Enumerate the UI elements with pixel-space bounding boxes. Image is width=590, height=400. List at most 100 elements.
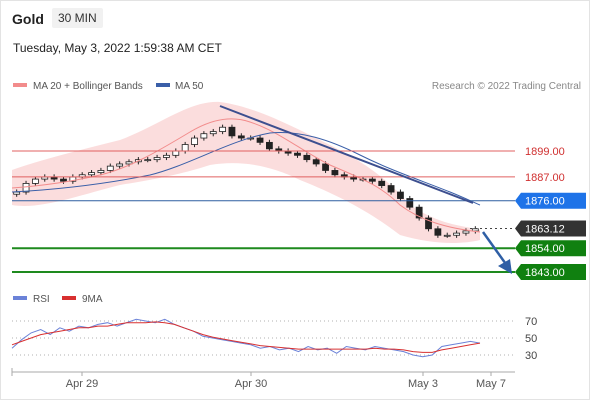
candle-body xyxy=(443,234,451,237)
candle xyxy=(191,135,198,148)
candle xyxy=(434,226,442,238)
candle xyxy=(256,135,264,145)
candle xyxy=(219,124,226,135)
rsi-legend-label: RSI xyxy=(33,294,50,305)
candle xyxy=(237,133,245,141)
chart-datetime: Tuesday, May 3, 2022 1:59:38 AM CET xyxy=(13,41,222,55)
candle-body xyxy=(387,185,395,193)
candle xyxy=(97,167,105,176)
candle xyxy=(425,215,432,232)
ma50-legend-swatch xyxy=(156,83,170,87)
timeframe-badge[interactable]: 30 MIN xyxy=(52,8,103,28)
candle-body xyxy=(97,170,105,174)
price-levels: 1899.00 1887.00 1876.00 1863.12 1854.00 1843.… xyxy=(12,146,586,280)
candle-body xyxy=(256,137,264,143)
candle-body xyxy=(425,217,432,230)
level-badge-label: 1843.00 xyxy=(525,267,565,279)
candle-body xyxy=(200,133,208,139)
candle-body xyxy=(116,163,124,167)
candle xyxy=(322,161,329,174)
candle xyxy=(453,230,460,238)
candle xyxy=(116,161,124,169)
candle xyxy=(378,178,386,189)
x-tick-label: Apr 30 xyxy=(235,378,267,390)
level-badge xyxy=(515,220,586,237)
rsi-level-label: 50 xyxy=(525,333,537,345)
candle xyxy=(406,195,414,210)
level-badge-label: 1854.00 xyxy=(525,243,565,255)
candle-body xyxy=(368,178,376,182)
level-resistance: 1899.00 xyxy=(12,146,565,158)
candle-body xyxy=(125,161,133,165)
candle xyxy=(106,163,114,174)
candle-body xyxy=(312,159,320,165)
candle-body xyxy=(294,152,301,156)
candle-body xyxy=(32,178,39,184)
candle-body xyxy=(172,150,180,156)
candle-body xyxy=(191,137,198,145)
candle xyxy=(312,157,320,167)
candle xyxy=(266,139,273,152)
rsi-legend-swatch xyxy=(13,296,27,300)
candle xyxy=(415,204,423,221)
symbol-title: Gold xyxy=(12,11,44,27)
level-badge xyxy=(515,192,586,209)
candle-body xyxy=(415,206,423,219)
level-support: 1854.00 xyxy=(12,240,586,257)
candle-body xyxy=(22,183,30,193)
level-resistance: 1887.00 xyxy=(12,172,565,184)
projection-arrow-line xyxy=(481,231,510,268)
candle-body xyxy=(453,232,460,236)
candle xyxy=(294,150,301,158)
candle-body xyxy=(106,165,114,171)
copyright-text: Research © 2022 Trading Central xyxy=(432,81,581,92)
bollinger-legend-label: MA 20 + Bollinger Bands xyxy=(33,81,143,92)
level-pivot: 1876.00 xyxy=(12,192,586,209)
rsi-level-lines: 70 50 30 xyxy=(12,316,537,362)
resistance-label: 1887.00 xyxy=(525,172,565,184)
trend-line xyxy=(219,105,474,204)
candle-body xyxy=(406,198,414,208)
candle xyxy=(331,167,339,178)
bollinger-band-area xyxy=(12,101,480,243)
ma20-line xyxy=(11,118,481,233)
candle-body xyxy=(60,178,67,182)
candle-body xyxy=(88,172,95,176)
rsi-ma-line xyxy=(11,321,481,353)
candle xyxy=(368,176,376,184)
candle-body xyxy=(322,163,329,171)
candle xyxy=(153,154,161,163)
candle-body xyxy=(266,141,273,150)
candle-body xyxy=(471,228,479,232)
x-tick-label: Apr 29 xyxy=(66,378,98,390)
candle xyxy=(32,176,39,187)
candle xyxy=(228,124,236,139)
candle xyxy=(22,180,30,195)
candle-body xyxy=(237,135,245,139)
candle xyxy=(163,152,170,161)
candle xyxy=(443,232,451,238)
x-axis-ticks: Apr 29 Apr 30 May 3 May 7 xyxy=(11,368,506,390)
rsi-ma-legend-label: 9MA xyxy=(82,294,103,305)
candle xyxy=(88,170,95,178)
candle-body xyxy=(219,126,226,132)
candle-body xyxy=(434,228,442,236)
rsi-level-label: 30 xyxy=(525,350,537,362)
x-tick-label: May 3 xyxy=(408,378,438,390)
rsi-ma-legend-swatch xyxy=(62,296,76,300)
candle-body xyxy=(144,159,152,162)
candle-body xyxy=(462,230,470,234)
level-badge xyxy=(515,264,586,280)
level-badge-label: 1876.00 xyxy=(525,196,565,208)
candle-body xyxy=(209,131,217,135)
candle xyxy=(200,131,208,141)
candle-body xyxy=(303,154,311,161)
candle xyxy=(387,182,395,195)
candle-body xyxy=(13,191,21,195)
rsi-level-label: 70 xyxy=(525,316,537,328)
candle-body xyxy=(378,180,386,186)
level-support: 1843.00 xyxy=(12,264,586,280)
candle xyxy=(303,152,311,163)
candle-body xyxy=(228,126,236,137)
